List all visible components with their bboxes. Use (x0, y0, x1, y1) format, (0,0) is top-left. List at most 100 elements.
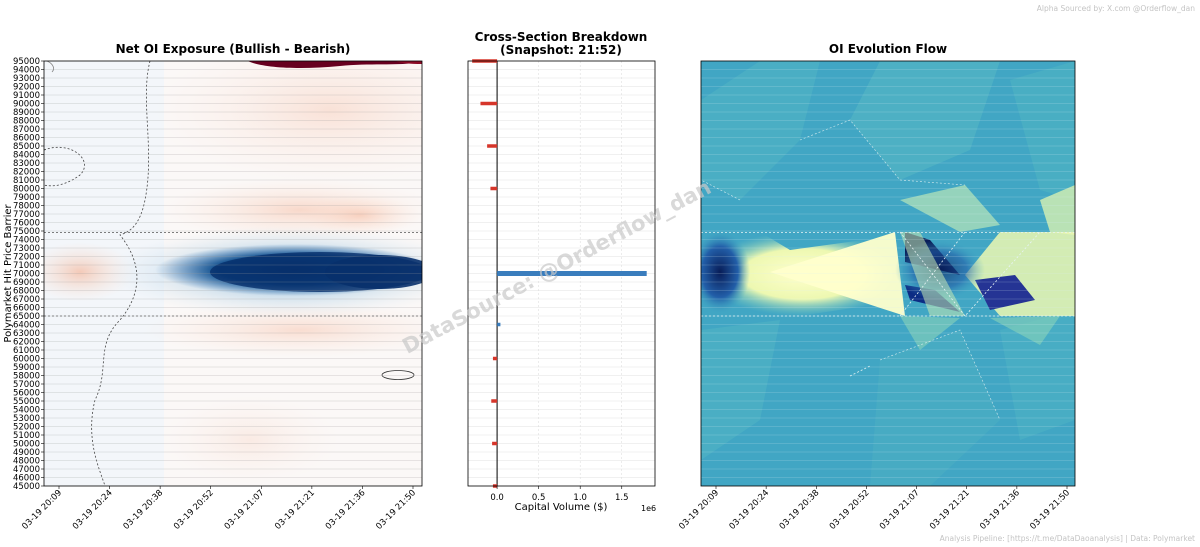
y-tick-label: 59000 (13, 363, 40, 373)
x-tick-label: 1.5 (615, 493, 629, 503)
y-tick-label: 80000 (13, 185, 40, 195)
y-tick-label: 65000 (13, 312, 40, 322)
y-tick-label: 45000 (13, 482, 40, 492)
y-tick-label: 79000 (13, 193, 40, 203)
x-tick-label: 03-19 21:21 (928, 488, 972, 532)
x-tick-label: 03-19 21:36 (324, 488, 368, 532)
cross-section-panel: Cross-Section Breakdown (Snapshot: 21:52… (467, 30, 656, 513)
y-tick-label: 49000 (13, 448, 40, 458)
x-tick-label: 03-19 20:09 (677, 488, 721, 532)
y-tick-label: 89000 (13, 108, 40, 118)
y-tick-label: 72000 (13, 253, 40, 263)
y-tick-label: 57000 (13, 380, 40, 390)
y-tick-label: 60000 (13, 355, 40, 365)
x-tick-label: 03-19 21:07 (878, 488, 922, 532)
y-tick-label: 94000 (13, 66, 40, 76)
y-tick-label: 76000 (13, 219, 40, 229)
net-oi-y-ticks: 4500046000470004800049000500005100052000… (13, 57, 44, 492)
y-tick-label: 87000 (13, 125, 40, 135)
y-tick-label: 74000 (13, 236, 40, 246)
x-tick-label: 03-19 20:09 (20, 488, 64, 532)
y-tick-label: 77000 (13, 210, 40, 220)
y-tick-label: 75000 (13, 227, 40, 237)
y-tick-label: 66000 (13, 304, 40, 314)
bar (490, 186, 498, 191)
x-tick-label: 03-19 20:38 (121, 488, 165, 532)
y-tick-label: 52000 (13, 423, 40, 433)
y-tick-label: 88000 (13, 117, 40, 127)
cross-section-scale-label: 1e6 (641, 504, 656, 513)
net-oi-title: Net OI Exposure (Bullish - Bearish) (116, 42, 351, 56)
y-tick-label: 48000 (13, 457, 40, 467)
y-tick-label: 84000 (13, 151, 40, 161)
low-flow-left (701, 230, 750, 314)
bar (487, 144, 498, 148)
y-tick-label: 78000 (13, 202, 40, 212)
oi-evolution-grid (701, 61, 1075, 486)
x-tick-label: 03-19 20:52 (172, 488, 216, 532)
y-tick-label: 91000 (13, 91, 40, 101)
y-tick-label: 81000 (13, 176, 40, 186)
y-tick-label: 83000 (13, 159, 40, 169)
alpha-credit: Alpha Sourced by: X.com @Orderflow_dan (1037, 4, 1195, 13)
y-tick-label: 51000 (13, 431, 40, 441)
net-oi-panel: Net OI Exposure (Bullish - Bearish) 4500… (3, 42, 423, 532)
cross-section-x-ticks: 0.0 0.5 1.0 1.5 (490, 486, 629, 503)
y-tick-label: 68000 (13, 287, 40, 297)
bar (497, 322, 501, 327)
x-tick-label: 03-19 21:07 (223, 488, 267, 532)
y-tick-label: 90000 (13, 100, 40, 110)
y-tick-label: 54000 (13, 406, 40, 416)
x-tick-label: 03-19 20:38 (778, 488, 822, 532)
net-oi-grid (44, 61, 422, 486)
oi-evolution-panel: OI Evolution Flow (677, 42, 1076, 532)
y-tick-label: 63000 (13, 329, 40, 339)
x-tick-label: 03-19 20:24 (71, 488, 115, 532)
cross-section-subtitle: (Snapshot: 21:52) (500, 43, 622, 57)
pipeline-credit: Analysis Pipeline: [https://t.me/DataDao… (940, 534, 1195, 543)
y-tick-label: 71000 (13, 261, 40, 271)
y-tick-label: 61000 (13, 346, 40, 356)
y-tick-label: 50000 (13, 440, 40, 450)
bar (491, 399, 498, 403)
oi-evolution-x-ticks: 03-19 20:09 03-19 20:24 03-19 20:38 03-19 2… (677, 486, 1072, 532)
bearish-top-region (248, 61, 422, 69)
cross-section-xlabel: Capital Volume ($) (515, 502, 608, 513)
y-tick-label: 82000 (13, 168, 40, 178)
x-tick-label: 03-19 20:24 (727, 488, 771, 532)
y-tick-label: 58000 (13, 372, 40, 382)
y-tick-label: 95000 (13, 57, 40, 67)
x-tick-label: 03-19 20:52 (828, 488, 872, 532)
x-tick-label: 0.5 (532, 493, 546, 503)
y-tick-label: 93000 (13, 74, 40, 84)
y-tick-label: 67000 (13, 295, 40, 305)
y-tick-label: 62000 (13, 338, 40, 348)
x-tick-label: 03-19 21:50 (374, 488, 418, 532)
cross-section-title: Cross-Section Breakdown (475, 30, 648, 44)
x-tick-label: 1.0 (573, 493, 587, 503)
y-tick-label: 86000 (13, 134, 40, 144)
y-tick-label: 73000 (13, 244, 40, 254)
y-tick-label: 85000 (13, 142, 40, 152)
high-flow-wedge (770, 232, 905, 316)
x-tick-label: 03-19 21:21 (273, 488, 317, 532)
y-tick-label: 55000 (13, 397, 40, 407)
x-tick-label: 0.0 (490, 493, 504, 503)
x-tick-label: 03-19 21:36 (978, 488, 1022, 532)
net-oi-ylabel: Polymarket Hit Price Barrier (3, 204, 14, 343)
bar (480, 101, 498, 106)
y-tick-label: 69000 (13, 278, 40, 288)
y-tick-label: 70000 (13, 270, 40, 280)
bar (492, 356, 498, 361)
net-oi-x-ticks: 03-19 20:09 03-19 20:24 03-19 20:38 03-19 2… (20, 486, 418, 532)
bar (497, 271, 647, 276)
oi-evolution-title: OI Evolution Flow (829, 42, 947, 56)
x-tick-label: 03-19 21:50 (1028, 488, 1072, 532)
y-tick-label: 56000 (13, 389, 40, 399)
y-tick-label: 47000 (13, 465, 40, 475)
y-tick-label: 92000 (13, 83, 40, 93)
y-tick-label: 46000 (13, 474, 40, 484)
y-tick-label: 53000 (13, 414, 40, 424)
y-tick-label: 64000 (13, 321, 40, 331)
